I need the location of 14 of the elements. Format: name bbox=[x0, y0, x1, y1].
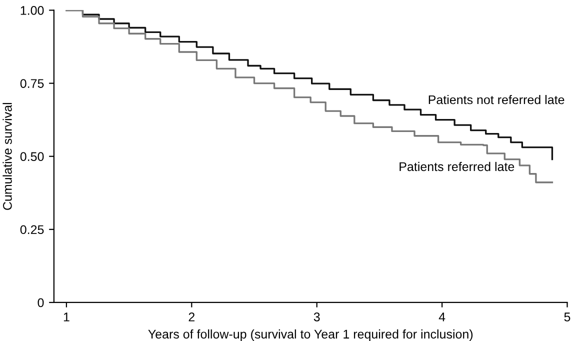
x-tick-label: 4 bbox=[438, 312, 446, 322]
series-label: Patients not referred late bbox=[428, 94, 564, 104]
y-tick-label: 0.50 bbox=[20, 152, 44, 161]
x-tick-label: 5 bbox=[564, 312, 570, 322]
y-tick-label: 0.75 bbox=[20, 79, 44, 88]
x-tick-label: 1 bbox=[64, 312, 70, 322]
series-label: Patients referred late bbox=[400, 162, 514, 172]
y-tick-label: 1.00 bbox=[20, 6, 44, 15]
y-tick-label: 0.25 bbox=[20, 225, 44, 234]
x-tick-label: 2 bbox=[188, 312, 195, 322]
y-tick-label: 0 bbox=[38, 298, 44, 308]
x-tick-label: 3 bbox=[314, 312, 320, 322]
y-axis-title: Cumulative survival bbox=[2, 103, 12, 210]
x-axis-title: Years of follow-up (survival to Year 1 required for inclusion) bbox=[148, 329, 473, 341]
